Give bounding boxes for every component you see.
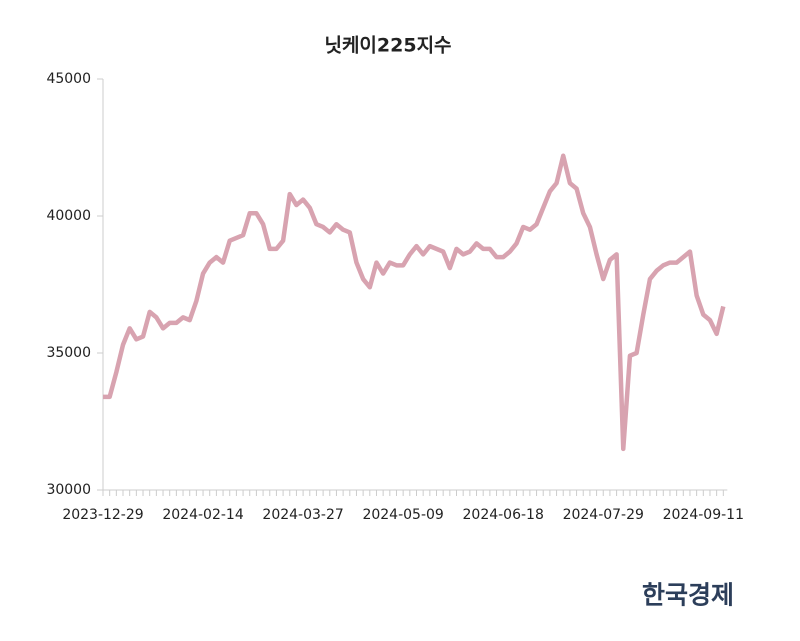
x-tick-label: 2024-03-27 <box>262 507 343 523</box>
x-tick-label: 2024-05-09 <box>362 507 443 523</box>
x-tick-label: 2024-06-18 <box>463 507 544 523</box>
y-tick-label: 40000 <box>46 208 91 224</box>
x-tick-label: 2024-02-14 <box>162 507 243 523</box>
chart-title: 닛케이225지수 <box>324 35 451 57</box>
logo: 한국경제 <box>642 581 734 610</box>
x-tick-label: 2024-07-29 <box>563 507 644 523</box>
line-series <box>103 153 726 452</box>
y-tick-label: 35000 <box>46 345 91 361</box>
y-tick-label: 30000 <box>46 482 91 498</box>
x-tick-label: 2024-09-11 <box>663 507 744 523</box>
y-tick-label: 45000 <box>46 71 91 87</box>
x-tick-label: 2023-12-29 <box>62 507 143 523</box>
